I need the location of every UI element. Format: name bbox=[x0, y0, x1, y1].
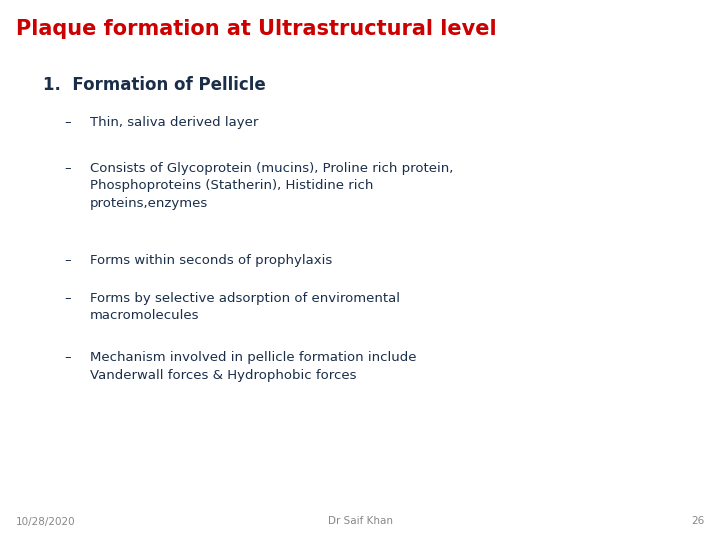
Text: Thin, saliva derived layer: Thin, saliva derived layer bbox=[90, 116, 258, 129]
Text: Dr Saif Khan: Dr Saif Khan bbox=[328, 516, 392, 526]
Text: Plaque formation at Ultrastructural level: Plaque formation at Ultrastructural leve… bbox=[16, 19, 497, 39]
Text: 26: 26 bbox=[691, 516, 704, 526]
Text: –: – bbox=[65, 116, 71, 129]
Text: 1.  Formation of Pellicle: 1. Formation of Pellicle bbox=[43, 76, 266, 93]
Text: Consists of Glycoprotein (mucins), Proline rich protein,
Phosphoproteins (Stathe: Consists of Glycoprotein (mucins), Proli… bbox=[90, 162, 454, 210]
Text: –: – bbox=[65, 162, 71, 175]
Text: Mechanism involved in pellicle formation include
Vanderwall forces & Hydrophobic: Mechanism involved in pellicle formation… bbox=[90, 351, 416, 381]
Text: Forms within seconds of prophylaxis: Forms within seconds of prophylaxis bbox=[90, 254, 332, 267]
Text: –: – bbox=[65, 292, 71, 305]
Text: 10/28/2020: 10/28/2020 bbox=[16, 516, 76, 526]
Text: Forms by selective adsorption of enviromental
macromolecules: Forms by selective adsorption of envirom… bbox=[90, 292, 400, 322]
Text: –: – bbox=[65, 351, 71, 364]
Text: –: – bbox=[65, 254, 71, 267]
